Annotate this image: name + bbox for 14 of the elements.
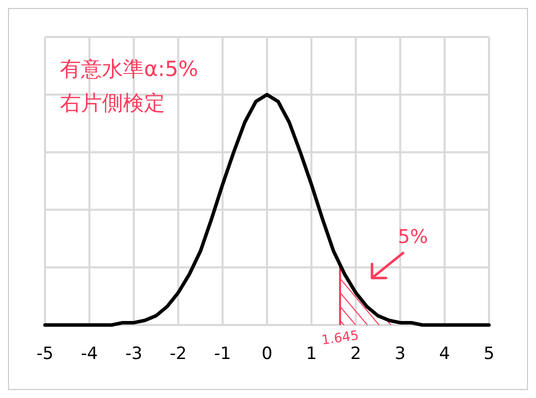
x-tick-label: -5 bbox=[36, 344, 54, 364]
x-tick-label: 5 bbox=[484, 344, 494, 364]
x-tick-label: 3 bbox=[394, 344, 406, 364]
chart-subtitle: 右片側検定 bbox=[60, 91, 165, 115]
x-tick-label: 0 bbox=[262, 344, 272, 364]
annotation: 5% bbox=[398, 226, 428, 248]
x-tick-label: -1 bbox=[214, 344, 232, 364]
x-tick-label: 2 bbox=[350, 344, 362, 364]
x-tick-label: -3 bbox=[125, 344, 142, 364]
x-tick-label: -2 bbox=[170, 344, 187, 364]
x-tick-label: 4 bbox=[439, 344, 450, 364]
chart-title: 有意水準α:5% bbox=[60, 57, 198, 81]
x-tick-label: -4 bbox=[80, 344, 98, 364]
x-tick-label: 1 bbox=[306, 344, 317, 364]
